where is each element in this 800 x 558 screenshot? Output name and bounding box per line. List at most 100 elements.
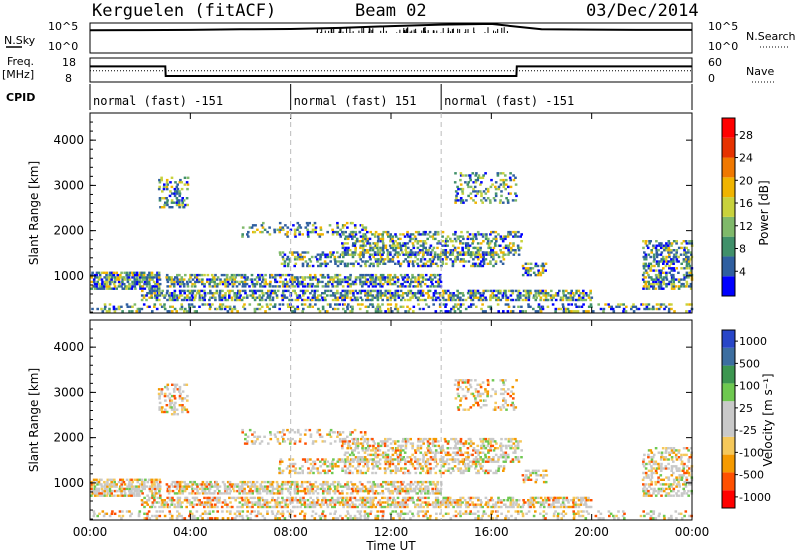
- backscatter-cell: [154, 485, 157, 487]
- backscatter-cell: [292, 458, 295, 460]
- backscatter-cell: [347, 247, 350, 249]
- backscatter-cell: [666, 278, 669, 280]
- backscatter-cell: [203, 299, 206, 301]
- backscatter-cell: [409, 308, 412, 310]
- backscatter-cell: [467, 501, 470, 503]
- backscatter-cell: [481, 506, 484, 508]
- backscatter-cell: [447, 506, 450, 508]
- backscatter-cell: [327, 283, 330, 285]
- backscatter-cell: [675, 285, 678, 287]
- backscatter-cell: [426, 254, 429, 256]
- backscatter-cell: [151, 481, 154, 483]
- backscatter-cell: [219, 303, 222, 305]
- backscatter-cell: [478, 299, 481, 301]
- backscatter-cell: [303, 299, 306, 301]
- backscatter-cell: [239, 501, 242, 503]
- backscatter-cell: [346, 483, 349, 485]
- backscatter-cell: [322, 274, 325, 276]
- backscatter-cell: [420, 452, 423, 454]
- backscatter-cell: [532, 501, 535, 503]
- backscatter-cell: [456, 499, 459, 501]
- backscatter-cell: [562, 501, 565, 503]
- backscatter-cell: [246, 233, 249, 235]
- backscatter-cell: [581, 306, 584, 308]
- backscatter-cell: [331, 465, 334, 467]
- backscatter-cell: [503, 499, 506, 501]
- backscatter-cell: [301, 499, 304, 501]
- backscatter-cell: [306, 488, 309, 490]
- backscatter-cell: [339, 297, 342, 299]
- backscatter-cell: [166, 292, 169, 294]
- backscatter-cell: [309, 483, 312, 485]
- backscatter-cell: [362, 465, 365, 467]
- backscatter-cell: [492, 472, 495, 474]
- backscatter-cell: [238, 497, 241, 499]
- backscatter-cell: [417, 297, 420, 299]
- backscatter-cell: [498, 256, 501, 258]
- backscatter-cell: [409, 283, 412, 285]
- backscatter-cell: [507, 254, 510, 256]
- backscatter-cell: [462, 254, 465, 256]
- backscatter-cell: [98, 278, 101, 280]
- backscatter-cell: [435, 299, 438, 301]
- backscatter-cell: [228, 278, 231, 280]
- backscatter-cell: [109, 303, 112, 305]
- backscatter-cell: [304, 303, 307, 305]
- backscatter-cell: [490, 186, 493, 188]
- backscatter-cell: [462, 497, 465, 499]
- backscatter-cell: [560, 504, 563, 506]
- backscatter-cell: [419, 485, 422, 487]
- colorbar-tick-label: 4: [739, 265, 746, 278]
- backscatter-cell: [452, 260, 455, 262]
- backscatter-cell: [456, 186, 459, 188]
- backscatter-cell: [678, 288, 681, 290]
- backscatter-cell: [183, 310, 186, 312]
- backscatter-cell: [399, 504, 402, 506]
- backscatter-cell: [168, 206, 171, 208]
- backscatter-cell: [96, 283, 99, 285]
- backscatter-cell: [517, 235, 520, 237]
- backscatter-cell: [412, 483, 415, 485]
- backscatter-cell: [384, 472, 387, 474]
- backscatter-cell: [341, 467, 344, 469]
- backscatter-cell: [149, 290, 152, 292]
- backscatter-cell: [547, 306, 550, 308]
- backscatter-cell: [287, 490, 290, 492]
- backscatter-cell: [181, 481, 184, 483]
- backscatter-cell: [229, 501, 232, 503]
- backscatter-cell: [352, 454, 355, 456]
- backscatter-cell: [419, 499, 422, 501]
- backscatter-cell: [308, 258, 311, 260]
- backscatter-cell: [286, 506, 289, 508]
- backscatter-cell: [276, 506, 279, 508]
- backscatter-cell: [301, 258, 304, 260]
- backscatter-cell: [389, 492, 392, 494]
- backscatter-cell: [539, 506, 542, 508]
- backscatter-cell: [206, 504, 209, 506]
- backscatter-cell: [419, 458, 422, 460]
- backscatter-cell: [566, 497, 569, 499]
- backscatter-cell: [562, 297, 565, 299]
- backscatter-cell: [492, 265, 495, 267]
- backscatter-cell: [314, 276, 317, 278]
- backscatter-cell: [518, 249, 521, 251]
- backscatter-cell: [395, 247, 398, 249]
- backscatter-cell: [118, 306, 121, 308]
- backscatter-cell: [544, 290, 547, 292]
- backscatter-cell: [185, 485, 188, 487]
- backscatter-cell: [304, 283, 307, 285]
- backscatter-cell: [262, 226, 265, 228]
- backscatter-cell: [410, 249, 413, 251]
- backscatter-cell: [317, 254, 320, 256]
- backscatter-cell: [374, 233, 377, 235]
- backscatter-cell: [434, 506, 437, 508]
- backscatter-cell: [372, 481, 375, 483]
- backscatter-cell: [677, 272, 680, 274]
- backscatter-cell: [402, 292, 405, 294]
- backscatter-cell: [431, 260, 434, 262]
- backscatter-cell: [488, 245, 491, 247]
- backscatter-cell: [386, 445, 389, 447]
- backscatter-cell: [366, 438, 369, 440]
- backscatter-cell: [242, 285, 245, 287]
- backscatter-cell: [116, 490, 119, 492]
